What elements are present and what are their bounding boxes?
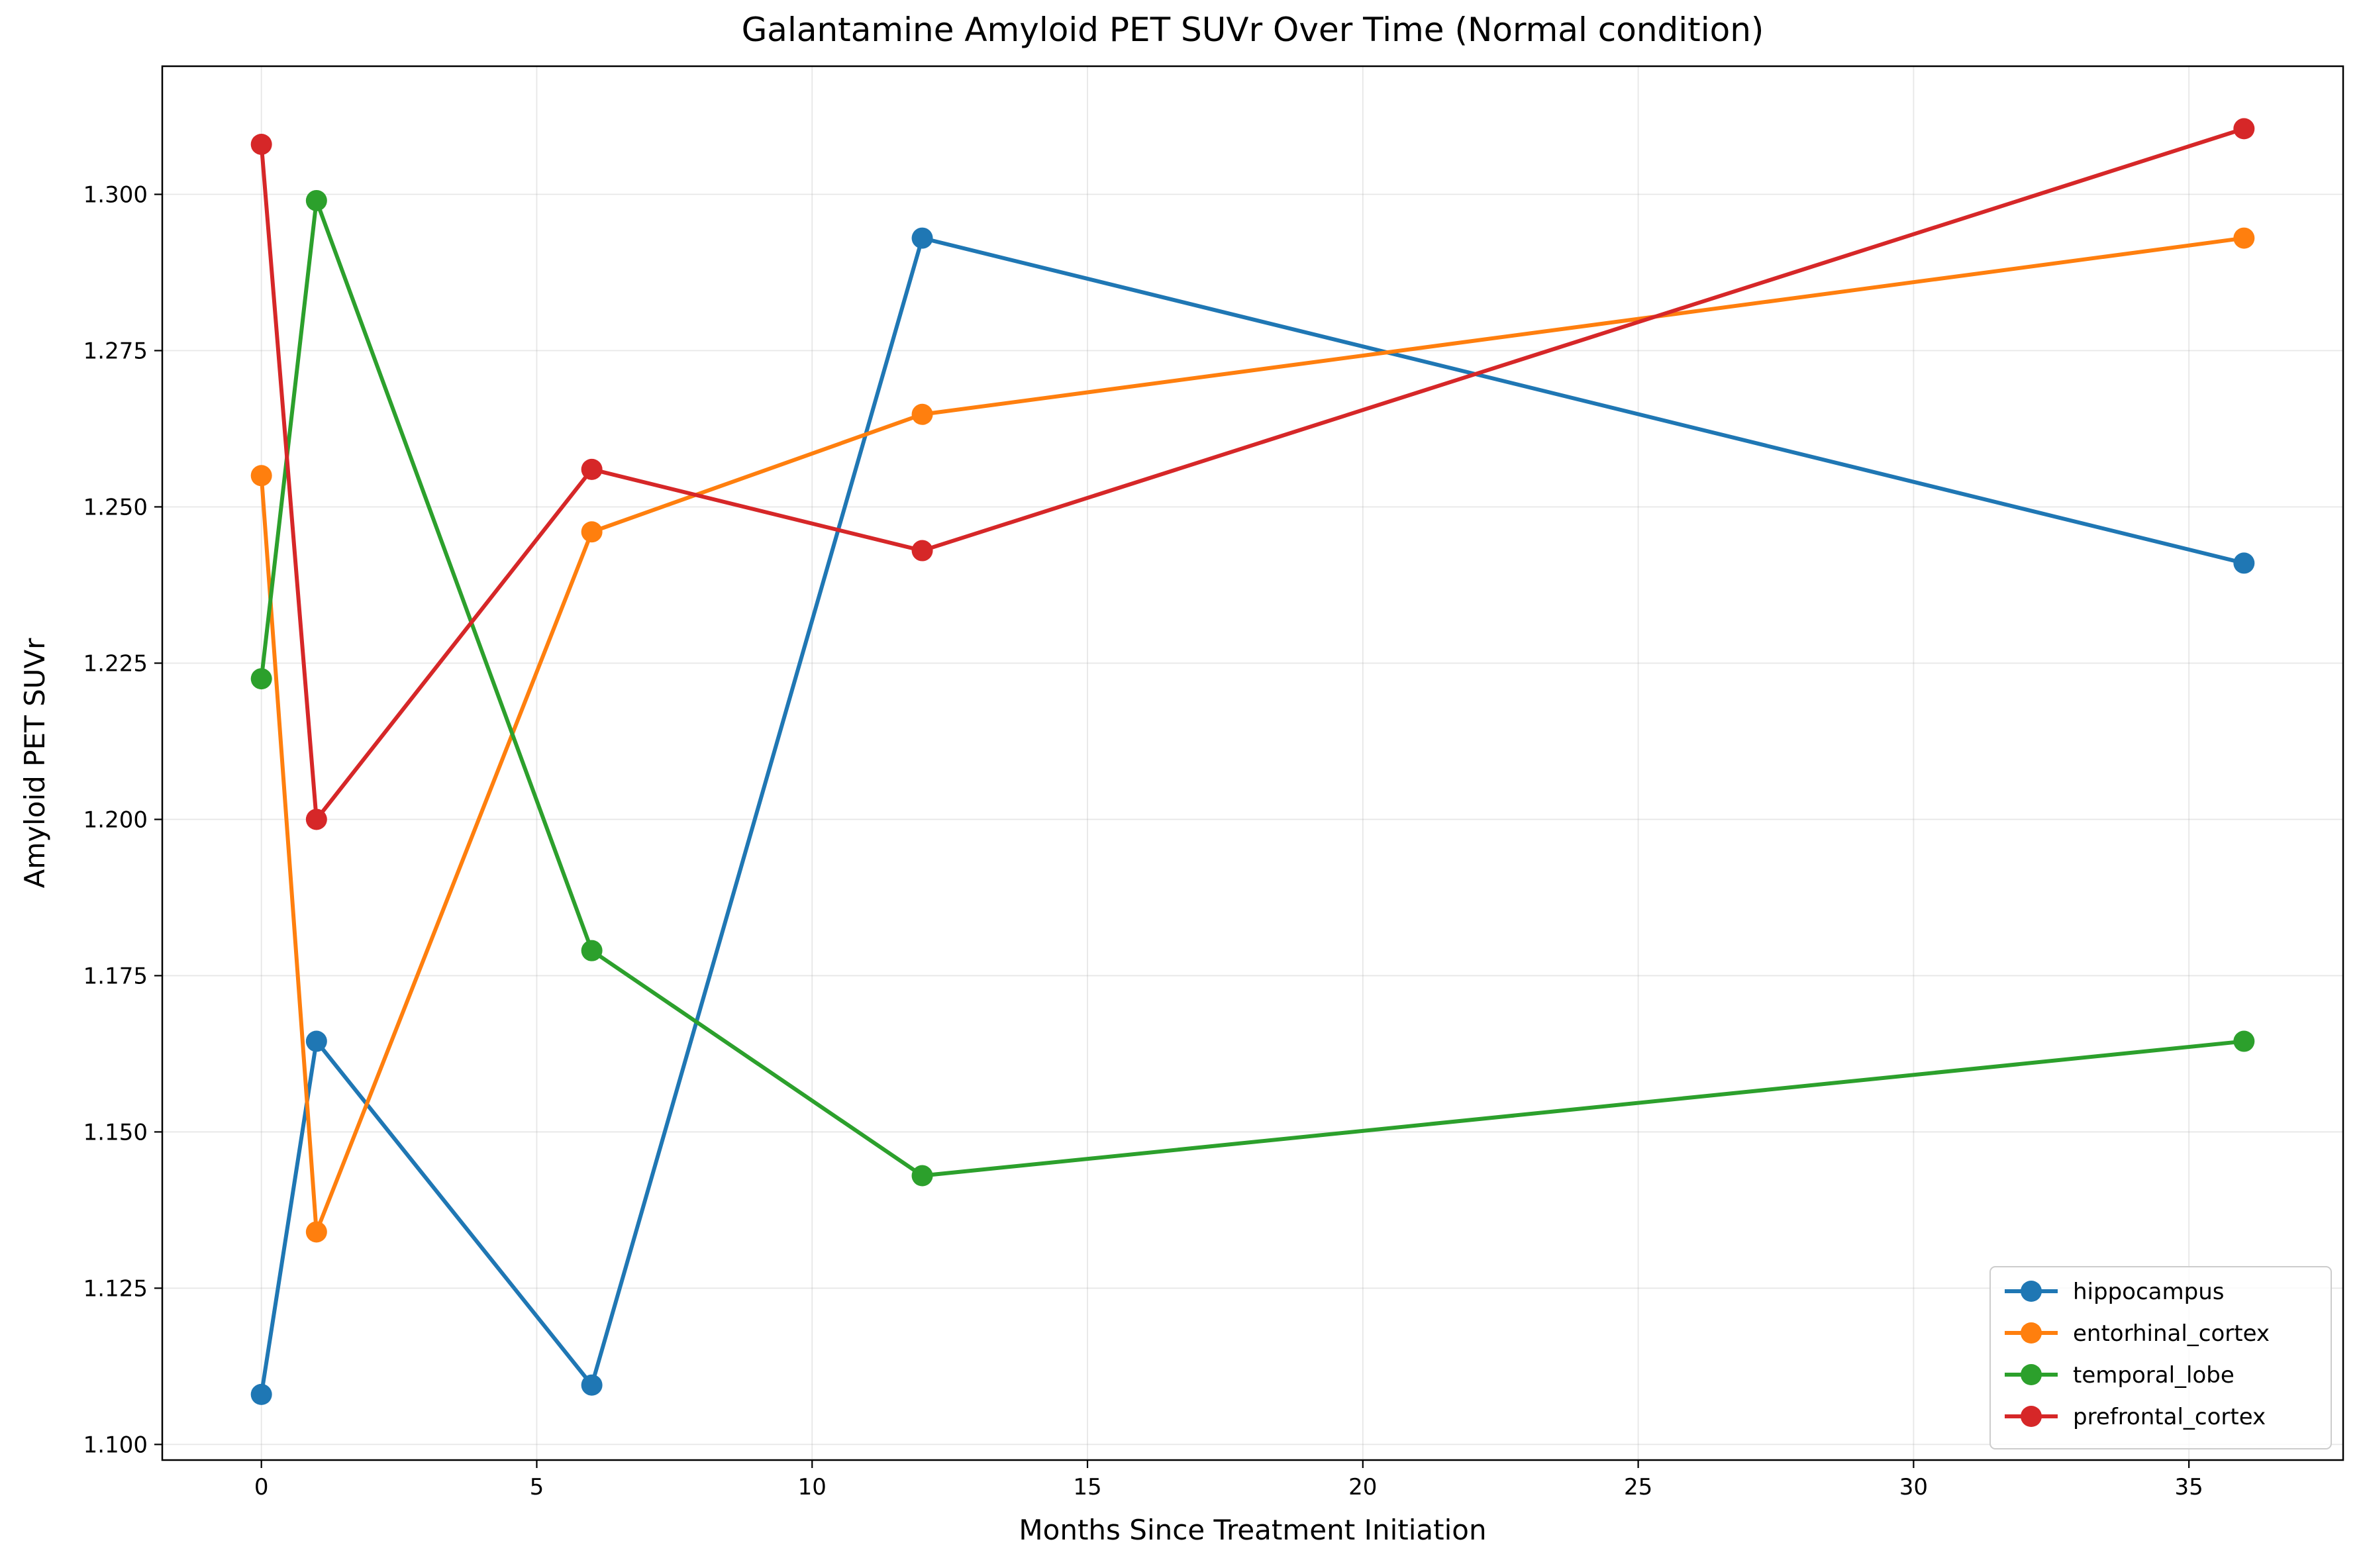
legend-label: prefrontal_cortex [2073, 1404, 2266, 1430]
y-tick-label: 1.100 [83, 1432, 148, 1458]
data-point-temporal_lobe [581, 940, 603, 961]
data-point-temporal_lobe [250, 668, 272, 690]
legend-label: hippocampus [2073, 1279, 2224, 1305]
legend-item-temporal_lobe: temporal_lobe [2005, 1362, 2235, 1389]
x-tick-label: 25 [1624, 1474, 1652, 1500]
data-point-hippocampus [911, 227, 933, 249]
plot-frame [161, 65, 2344, 1461]
legend-marker [2021, 1406, 2042, 1427]
legend-item-entorhinal_cortex: entorhinal_cortex [2005, 1320, 2270, 1347]
legend-marker [2021, 1364, 2042, 1385]
y-tick-label: 1.275 [83, 338, 148, 364]
legend-marker [2021, 1281, 2042, 1302]
legend-item-hippocampus: hippocampus [2005, 1279, 2224, 1305]
x-tick-label: 15 [1073, 1474, 1101, 1500]
x-tick-label: 10 [798, 1474, 827, 1500]
x-axis-ticks: 0 5 10 15 20 25 30 35 [254, 1460, 2203, 1500]
legend-item-prefrontal_cortex: prefrontal_cortex [2005, 1404, 2266, 1430]
data-point-hippocampus [305, 1030, 327, 1052]
data-point-prefrontal_cortex [2233, 118, 2255, 140]
y-tick-label: 1.150 [83, 1119, 148, 1146]
x-tick-label: 35 [2175, 1474, 2203, 1500]
legend-marker [2021, 1322, 2042, 1344]
data-point-entorhinal_cortex [581, 521, 603, 543]
data-point-prefrontal_cortex [911, 540, 933, 562]
y-tick-label: 1.200 [83, 807, 148, 833]
y-tick-label: 1.125 [83, 1275, 148, 1302]
x-axis-label: Months Since Treatment Initiation [1019, 1514, 1486, 1546]
y-axis-ticks: 1.100 1.125 1.150 1.175 1.200 1.225 1.250 1.275… [83, 182, 162, 1458]
y-tick-label: 1.300 [83, 182, 148, 209]
data-point-temporal_lobe [2233, 1030, 2255, 1052]
legend-label: temporal_lobe [2073, 1362, 2235, 1389]
series-entorhinal_cortex [250, 227, 2255, 1243]
y-tick-label: 1.225 [83, 650, 148, 677]
x-tick-label: 5 [530, 1474, 544, 1500]
data-point-entorhinal_cortex [305, 1221, 327, 1243]
chart-title: Galantamine Amyloid PET SUVr Over Time (… [742, 11, 1764, 49]
series-temporal_lobe [250, 189, 2255, 1187]
data-point-prefrontal_cortex [305, 808, 327, 830]
x-tick-label: 30 [1899, 1474, 1928, 1500]
data-point-entorhinal_cortex [2233, 227, 2255, 249]
data-point-prefrontal_cortex [581, 458, 603, 480]
data-point-hippocampus [250, 1383, 272, 1405]
data-point-prefrontal_cortex [250, 133, 272, 155]
legend-label: entorhinal_cortex [2073, 1320, 2270, 1347]
series-layer [250, 118, 2255, 1405]
x-tick-label: 0 [254, 1474, 269, 1500]
legend: hippocampus entorhinal_cortex temporal_lob… [1989, 1266, 2332, 1449]
x-tick-label: 20 [1348, 1474, 1377, 1500]
series-prefrontal_cortex [250, 118, 2255, 830]
y-axis-label: Amyloid PET SUVr [19, 638, 51, 889]
data-point-entorhinal_cortex [250, 465, 272, 487]
series-hippocampus [250, 227, 2255, 1405]
grid-lines [162, 66, 2343, 1460]
data-point-entorhinal_cortex [911, 403, 933, 425]
data-point-hippocampus [2233, 552, 2255, 574]
data-point-temporal_lobe [911, 1165, 933, 1187]
y-tick-label: 1.250 [83, 494, 148, 520]
y-tick-label: 1.175 [83, 963, 148, 989]
legend-box [1989, 1266, 2332, 1449]
data-point-hippocampus [581, 1374, 603, 1396]
data-point-temporal_lobe [305, 189, 327, 211]
